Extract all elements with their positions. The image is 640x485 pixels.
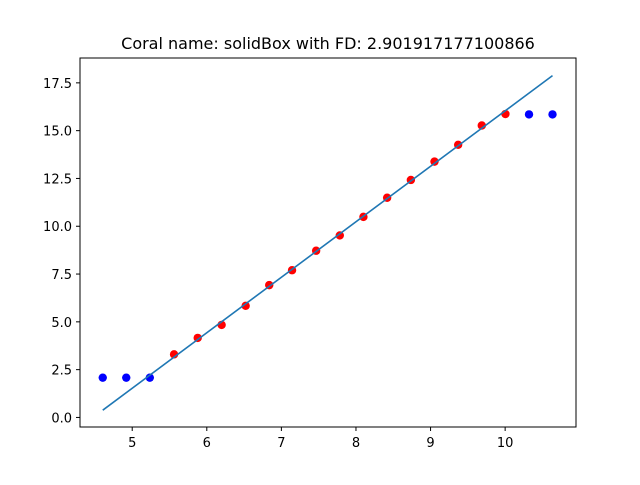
axes-frame bbox=[79, 57, 577, 428]
y-tick-label: 5.0 bbox=[51, 316, 72, 331]
x-tick-label: 7 bbox=[277, 436, 285, 451]
x-tick-label: 10 bbox=[497, 436, 514, 451]
red-data-point bbox=[430, 157, 439, 166]
blue-data-point bbox=[122, 373, 131, 382]
x-tick-label: 6 bbox=[203, 436, 211, 451]
y-tick-label: 15.0 bbox=[43, 125, 72, 140]
y-tick-label: 2.5 bbox=[51, 364, 72, 379]
y-tick-label: 7.5 bbox=[51, 268, 72, 283]
blue-data-point bbox=[145, 373, 155, 382]
chart-title: Coral name: solidBox with FD: 2.90191717… bbox=[121, 34, 535, 53]
x-tick-label: 9 bbox=[426, 436, 434, 451]
y-tick-label: 0.0 bbox=[51, 411, 72, 426]
plot-area bbox=[98, 74, 557, 411]
x-axis: 5 6 7 8 9 10 bbox=[128, 427, 513, 451]
red-data-point bbox=[193, 333, 202, 343]
red-data-point bbox=[335, 231, 344, 240]
x-tick-label: 8 bbox=[352, 436, 360, 451]
blue-data-point bbox=[548, 110, 557, 119]
blue-data-point bbox=[524, 110, 534, 119]
x-tick-label: 5 bbox=[128, 436, 136, 451]
fit-line bbox=[102, 74, 553, 411]
red-data-point bbox=[241, 301, 250, 310]
y-tick-label: 17.5 bbox=[43, 77, 72, 92]
y-tick-label: 10.0 bbox=[43, 220, 72, 235]
y-tick-label: 12.5 bbox=[43, 172, 72, 187]
y-axis: 0.0 2.5 5.0 7.5 10.0 12.5 15.0 17.5 bbox=[43, 77, 80, 426]
blue-data-point bbox=[98, 373, 107, 382]
